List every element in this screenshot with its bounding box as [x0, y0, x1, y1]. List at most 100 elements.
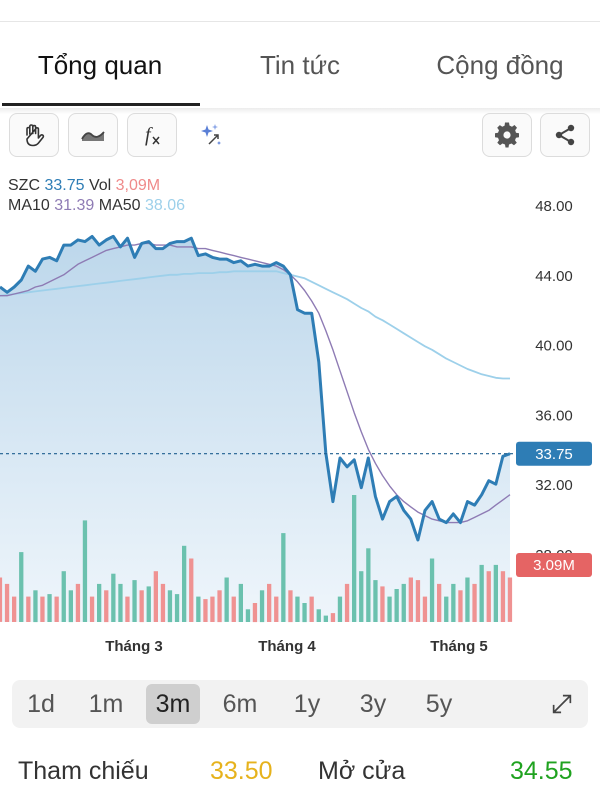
volume-bar: [146, 586, 151, 622]
range-6m[interactable]: 6m: [222, 690, 258, 718]
x-tick-label: Tháng 3: [105, 638, 163, 655]
volume-bar: [139, 590, 144, 623]
volume-bar: [323, 615, 328, 622]
volume-bar: [451, 583, 456, 622]
top-header-clipped: [0, 0, 600, 22]
indicator-button[interactable]: f: [127, 113, 177, 157]
range-5y[interactable]: 5y: [425, 690, 453, 718]
ma10-value: 31.39: [54, 197, 95, 214]
volume-bar: [366, 548, 371, 622]
volume-bar: [422, 596, 428, 622]
volume-bar: [196, 596, 201, 622]
volume-bar: [507, 577, 513, 622]
tab-community[interactable]: Cộng đồng: [436, 50, 564, 80]
volume-bar: [359, 571, 364, 622]
volume-bar: [132, 580, 137, 622]
x-tick-label: Tháng 5: [430, 638, 488, 655]
volume-bar: [12, 596, 17, 622]
volume-bar: [373, 580, 378, 622]
share-button[interactable]: [540, 113, 590, 157]
volume-bar: [4, 583, 10, 622]
hand-icon: [26, 124, 45, 147]
current-price-tag-label: 33.75: [535, 446, 573, 463]
volume-bar: [330, 613, 336, 622]
tab-bar: Tổng quan Tin tức Cộng đồng: [0, 22, 600, 108]
volume-bar: [125, 596, 130, 622]
volume-bar: [444, 596, 449, 622]
volume-bar: [295, 596, 300, 622]
volume-bar: [252, 603, 258, 623]
tab-overview[interactable]: Tổng quan: [0, 22, 200, 108]
ma50-line: [0, 270, 510, 380]
y-tick-label: 40.00: [535, 338, 573, 355]
volume-bar: [337, 596, 343, 622]
volume-bar: [160, 583, 166, 622]
volume-bar: [288, 590, 293, 623]
volume-bar: [174, 594, 180, 622]
volume-bar: [479, 564, 484, 622]
volume-bar: [47, 594, 52, 622]
area-chart-icon: [81, 131, 105, 141]
y-tick-label: 44.00: [535, 268, 573, 285]
volume-bar: [274, 596, 279, 622]
reference-value: 33.50: [210, 757, 273, 785]
volume-bar: [203, 599, 208, 622]
volume-bar: [309, 596, 314, 622]
volume-bar: [89, 596, 95, 622]
fullscreen-button[interactable]: [542, 684, 582, 724]
area-chart-button[interactable]: [68, 113, 118, 157]
settings-button[interactable]: [482, 113, 532, 157]
volume-bar: [380, 586, 385, 622]
volume-bar: [189, 558, 194, 622]
price-line: [0, 234, 511, 542]
svg-text:f: f: [145, 124, 153, 146]
volume-bar: [352, 495, 357, 622]
range-3m[interactable]: 3m: [146, 684, 200, 724]
share-icon: [555, 124, 575, 146]
volume-bar: [118, 583, 123, 622]
range-1d[interactable]: 1d: [27, 690, 55, 718]
y-tick-label: 36.00: [535, 407, 573, 424]
open-value: 34.55: [510, 757, 573, 785]
tab-news[interactable]: Tin tức: [259, 50, 340, 80]
vol-label: Vol: [88, 177, 112, 194]
volume-bar: [408, 577, 413, 622]
volume-bar: [111, 573, 116, 622]
price-value: 33.75: [44, 177, 85, 194]
volume-bar: [458, 590, 463, 623]
volume-bar: [210, 596, 215, 622]
volume-bar: [472, 583, 477, 622]
range-1m[interactable]: 1m: [88, 690, 124, 718]
volume-bar: [415, 580, 421, 622]
price-area-fill: [0, 236, 510, 622]
volume-bar: [217, 590, 222, 623]
settings-icon: [495, 122, 519, 148]
volume-bar: [394, 589, 399, 622]
volume-bar: [153, 571, 158, 622]
function-icon: f: [145, 124, 160, 146]
volume-tag: [516, 553, 592, 577]
volume-bar: [224, 577, 229, 622]
volume-bar: [437, 583, 442, 622]
ai-tool-button[interactable]: [187, 113, 237, 157]
ma10-label: MA10: [8, 197, 50, 214]
volume-bar: [401, 583, 406, 622]
volume-bar: [259, 590, 265, 623]
hand-tool-button[interactable]: [9, 113, 59, 157]
volume-bar: [61, 571, 66, 622]
range-1y[interactable]: 1y: [293, 690, 321, 718]
volume-bar: [267, 583, 272, 622]
expand-icon: [552, 694, 572, 714]
range-3y[interactable]: 3y: [359, 690, 387, 718]
volume-bar: [82, 520, 88, 622]
price-chart[interactable]: 48.0044.0040.0036.0032.0028.0033.753.09M…: [0, 160, 600, 670]
chart-toolbar: f: [0, 113, 600, 159]
volume-bar: [344, 583, 350, 622]
volume-bar: [182, 545, 187, 622]
price-info-row: Tham chiếu 33.50 Mở cửa 34.55: [0, 745, 600, 797]
volume-bar: [429, 558, 435, 622]
volume-bar: [238, 583, 243, 622]
volume-bar: [75, 583, 81, 622]
volume-bar: [316, 609, 321, 622]
y-tick-label: 48.00: [535, 198, 573, 215]
